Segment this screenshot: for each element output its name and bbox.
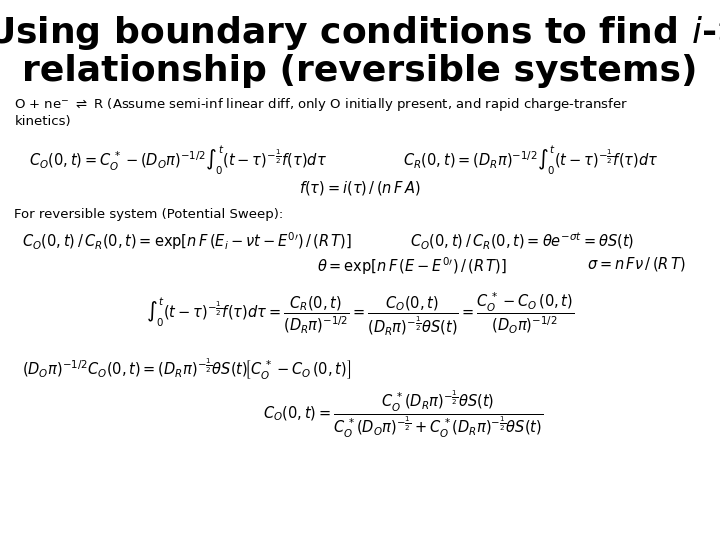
Text: $C_O(0,t) = C_O^{\,*} - (D_O\pi)^{-1/2}\int_0^t (t-\tau)^{-\frac{1}{2}}f(\tau)d\: $C_O(0,t) = C_O^{\,*} - (D_O\pi)^{-1/2}\… — [29, 143, 327, 177]
Text: relationship (reversible systems): relationship (reversible systems) — [22, 54, 698, 88]
Text: $C_O(0,t) = \dfrac{C_O^{\,*}(D_R\pi)^{-\frac{1}{2}}\theta S(t)}{C_O^{\,*}(D_O\pi: $C_O(0,t) = \dfrac{C_O^{\,*}(D_R\pi)^{-\… — [263, 389, 544, 440]
Text: Using boundary conditions to find $\mathit{i}$-$\mathit{t}$: Using boundary conditions to find $\math… — [0, 14, 720, 51]
Text: $C_R(0,t) = (D_R\pi)^{-1/2}\int_0^t (t-\tau)^{-\frac{1}{2}}f(\tau)d\tau$: $C_R(0,t) = (D_R\pi)^{-1/2}\int_0^t (t-\… — [403, 143, 659, 177]
Text: For reversible system (Potential Sweep):: For reversible system (Potential Sweep): — [14, 208, 284, 221]
Text: $\int_0^t (t-\tau)^{-\frac{1}{2}}f(\tau)d\tau = \dfrac{C_R(0,t)}{(D_R\pi)^{-1/2}: $\int_0^t (t-\tau)^{-\frac{1}{2}}f(\tau)… — [146, 291, 574, 338]
Text: $\theta = \exp[n\,F\,(E - E^{0\prime})\,/\,(R\,T)]$: $\theta = \exp[n\,F\,(E - E^{0\prime})\,… — [317, 255, 507, 277]
Text: $C_O(0,t)\,/\,C_R(0,t) = \theta e^{-\sigma t} = \theta S(t)$: $C_O(0,t)\,/\,C_R(0,t) = \theta e^{-\sig… — [410, 231, 634, 252]
Text: $C_O(0,t)\,/\,C_R(0,t) = \exp[n\,F\,(E_i - \nu t - E^{0\prime})\,/\,(R\,T)]$: $C_O(0,t)\,/\,C_R(0,t) = \exp[n\,F\,(E_i… — [22, 231, 351, 252]
Text: $\sigma = n\,F\nu\,/\,(R\,T)$: $\sigma = n\,F\nu\,/\,(R\,T)$ — [587, 255, 685, 273]
Text: kinetics): kinetics) — [14, 115, 71, 128]
Text: O + ne$^{-}$ $\rightleftharpoons$ R (Assume semi-inf linear diff, only O initial: O + ne$^{-}$ $\rightleftharpoons$ R (Ass… — [14, 96, 629, 113]
Text: $f(\tau) = i(\tau)\,/\,(n\,F\,A)$: $f(\tau) = i(\tau)\,/\,(n\,F\,A)$ — [299, 179, 421, 197]
Text: $(D_O\pi)^{-1/2}C_O(0,t) = (D_R\pi)^{-\frac{1}{2}}\theta S(t)\!\left[C_O^{\,*} -: $(D_O\pi)^{-1/2}C_O(0,t) = (D_R\pi)^{-\f… — [22, 356, 351, 382]
